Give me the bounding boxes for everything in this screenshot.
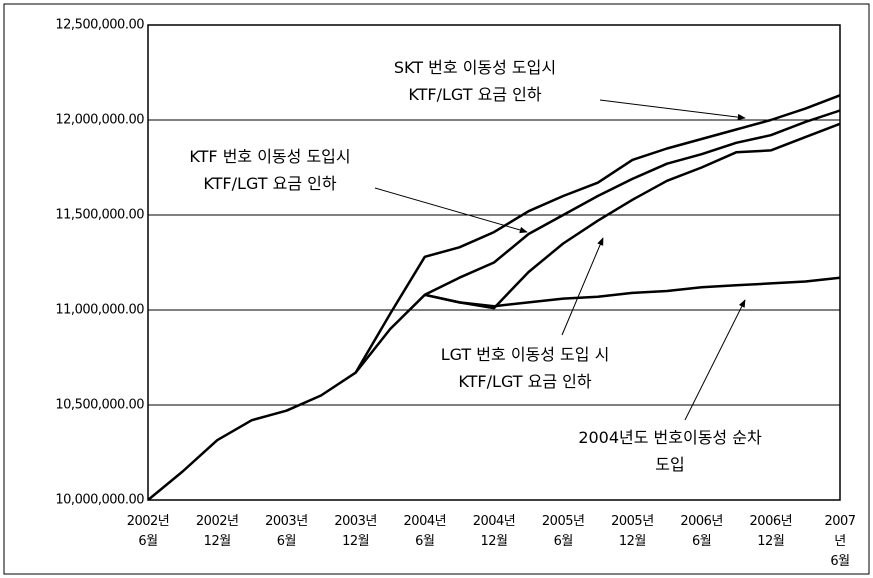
y-tick-label: 11,000,000.00 bbox=[55, 303, 144, 318]
x-tick-label: 2003년 6월 bbox=[265, 514, 308, 549]
y-tick-label: 10,500,000.00 bbox=[55, 398, 144, 413]
x-tick-label: 2006년 6월 bbox=[680, 514, 723, 549]
annotation: KTF 번호 이동성 도입시 KTF/LGT 요금 인하 bbox=[189, 147, 351, 193]
x-tick-label: 2006년 12월 bbox=[749, 514, 793, 549]
x-tick-label: 2005년 12월 bbox=[611, 514, 654, 549]
x-tick-label: 2002년 12월 bbox=[195, 514, 239, 549]
annotation: SKT 번호 이동성 도입시 KTF/LGT 요금 인하 bbox=[393, 58, 557, 104]
frame bbox=[3, 3, 870, 575]
x-tick-label: 2005년 6월 bbox=[541, 514, 585, 549]
line-series bbox=[147, 94, 841, 501]
y-tick-label: 11,500,000.00 bbox=[55, 208, 144, 223]
annotation: LGT 번호 이동성 도입 시 KTF/LGT 요금 인하 bbox=[440, 345, 610, 391]
y-tick-label: 12,500,000.00 bbox=[55, 18, 144, 33]
line-series bbox=[354, 109, 841, 374]
arrows bbox=[374, 99, 746, 421]
x-tick-label: 2007년 6월 bbox=[824, 514, 856, 569]
arrow bbox=[561, 237, 604, 336]
line-series bbox=[424, 276, 841, 308]
arrow bbox=[684, 299, 746, 421]
x-tick-label: 2004년 12월 bbox=[472, 514, 516, 549]
x-tick-label: 2004년 6월 bbox=[403, 514, 447, 549]
y-tick-label: 10,000,000.00 bbox=[55, 493, 144, 508]
x-tick-label: 2003년 12월 bbox=[334, 514, 377, 549]
line-series bbox=[424, 122, 841, 310]
arrow bbox=[599, 99, 746, 121]
annotation: 2004년도 번호이동성 순차 도입 bbox=[578, 428, 762, 474]
x-tick-label: 2002년 6월 bbox=[126, 514, 170, 549]
y-tick-label: 12,000,000.00 bbox=[55, 113, 144, 128]
arrow bbox=[374, 187, 528, 234]
